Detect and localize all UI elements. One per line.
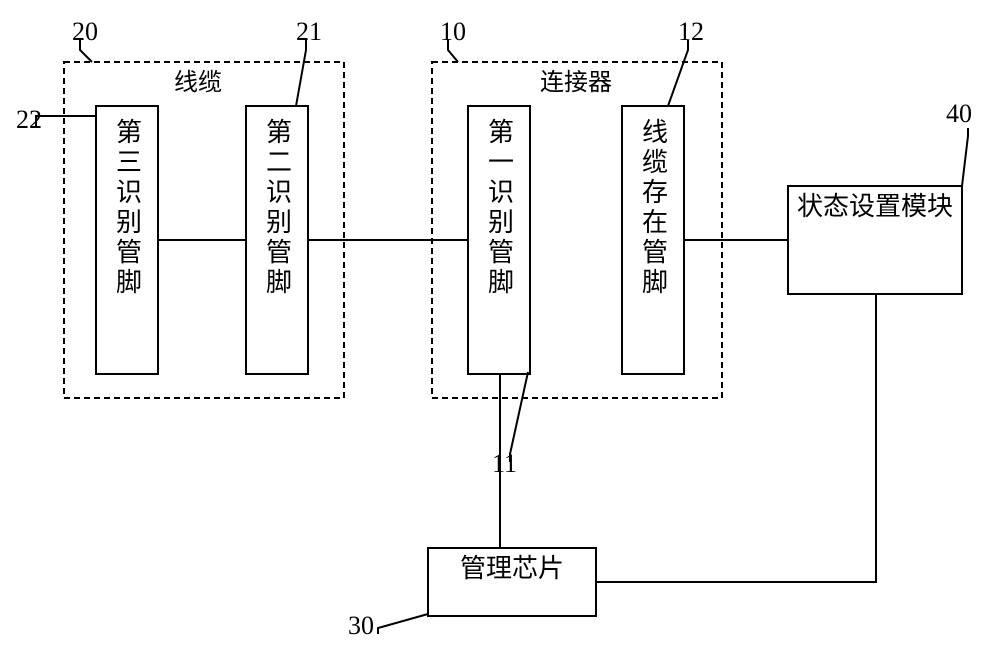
pin-12-leader [668,40,688,106]
pin-22-label: 第三识别管脚 [96,106,158,374]
status-module-label: 状态设置模块 [788,186,962,294]
mgmt-chip-id: 30 [348,611,374,640]
connector-group-title: 连接器 [540,69,612,96]
pin-21-id: 21 [296,17,322,46]
status-module-leader [962,128,968,186]
pin-11-id: 11 [492,449,517,478]
cable-group-title: 线缆 [174,69,222,96]
pin-21-label: 第二识别管脚 [246,106,308,374]
status-module-id: 40 [946,99,972,128]
pin-21-leader [296,40,306,106]
pin-12-label: 线缆存在管脚 [622,106,684,374]
pin-22-id: 22 [16,105,42,134]
pin-22-leader [36,116,96,128]
pin-12-id: 12 [678,17,704,46]
cable-group-id: 20 [72,17,98,46]
mgmt-chip-leader [378,614,428,634]
mgmt-chip-label: 管理芯片 [428,548,596,616]
connector-group-id: 10 [440,17,466,46]
pin-11-label: 第一识别管脚 [468,106,530,374]
